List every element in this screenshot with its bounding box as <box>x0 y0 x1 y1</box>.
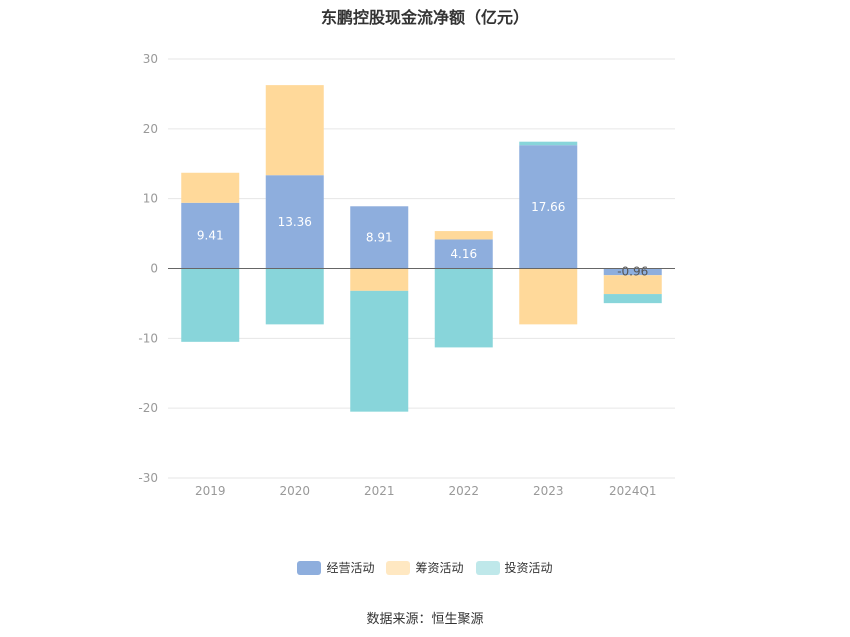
legend: 经营活动 筹资活动 投资活动 <box>0 559 850 576</box>
bar-investing-2024Q1[interactable] <box>603 294 662 304</box>
y-tick-label: 0 <box>150 262 158 276</box>
y-tick-label: 30 <box>143 52 158 66</box>
legend-swatch-operating <box>297 560 322 575</box>
bar-operating-2020[interactable] <box>265 175 324 269</box>
legend-item-financing[interactable]: 筹资活动 <box>386 559 464 576</box>
x-tick-label: 2021 <box>364 484 395 498</box>
legend-label-operating: 经营活动 <box>326 561 375 575</box>
bar-investing-2021[interactable] <box>350 290 409 412</box>
data-label-2023: 17.66 <box>531 200 565 214</box>
y-tick-label: -30 <box>138 471 158 485</box>
data-label-2021: 8.91 <box>366 230 393 244</box>
legend-label-investing: 投资活动 <box>504 561 553 575</box>
x-tick-label: 2019 <box>195 484 226 498</box>
bar-operating-2022[interactable] <box>434 239 493 269</box>
label-layer: 9.41 13.36 8.91 4.16 17.66 -0.96 <box>197 200 648 279</box>
legend-swatch-investing <box>475 560 500 575</box>
data-label-2019: 9.41 <box>197 229 224 243</box>
bar-financing-2019[interactable] <box>181 172 240 203</box>
x-tick-label: 2020 <box>279 484 310 498</box>
bar-financing-2020[interactable] <box>265 85 324 176</box>
data-label-2022: 4.16 <box>450 247 477 261</box>
bar-financing-2022[interactable] <box>434 231 493 240</box>
bar-financing-2024Q1[interactable] <box>603 275 662 295</box>
bar-operating-2019[interactable] <box>181 202 240 269</box>
x-tick-label: 2024Q1 <box>609 484 657 498</box>
data-label-2020: 13.36 <box>278 215 312 229</box>
bar-investing-2022[interactable] <box>434 268 493 348</box>
bar-layer <box>181 85 662 412</box>
bar-operating-2021[interactable] <box>350 206 409 269</box>
bar-operating-2023[interactable] <box>519 145 578 269</box>
legend-label-financing: 筹资活动 <box>415 561 464 575</box>
data-label-2024Q1: -0.96 <box>617 265 648 279</box>
bar-operating-2024Q1[interactable] <box>603 268 662 276</box>
data-source: 数据来源：恒生聚源 <box>366 612 484 627</box>
x-tick-label: 2022 <box>448 484 479 498</box>
y-tick-label: 10 <box>143 192 158 206</box>
bar-financing-2023[interactable] <box>519 268 578 325</box>
chart-title: 东鹏控股现金流净额（亿元） <box>320 8 529 27</box>
x-tick-label: 2023 <box>533 484 564 498</box>
bar-investing-2023[interactable] <box>519 141 578 146</box>
y-tick-label: -10 <box>138 331 158 345</box>
bar-investing-2020[interactable] <box>265 268 324 325</box>
legend-item-operating[interactable]: 经营活动 <box>297 559 374 576</box>
y-tick-label: -20 <box>138 401 158 415</box>
y-tick-label: 20 <box>143 122 158 136</box>
cashflow-chart: 9.41 13.36 8.91 4.16 17.66 -0.96 30 20 10 0 -10 -2… <box>138 52 675 498</box>
bar-financing-2021[interactable] <box>350 268 409 291</box>
axis-layer: 30 20 10 0 -10 -20 -30 2019 2020 2021 2022 2023 2024… <box>138 52 675 498</box>
legend-swatch-financing <box>386 560 411 575</box>
grid-layer <box>168 58 675 479</box>
legend-item-investing[interactable]: 投资活动 <box>475 559 553 576</box>
bar-investing-2019[interactable] <box>181 268 240 342</box>
